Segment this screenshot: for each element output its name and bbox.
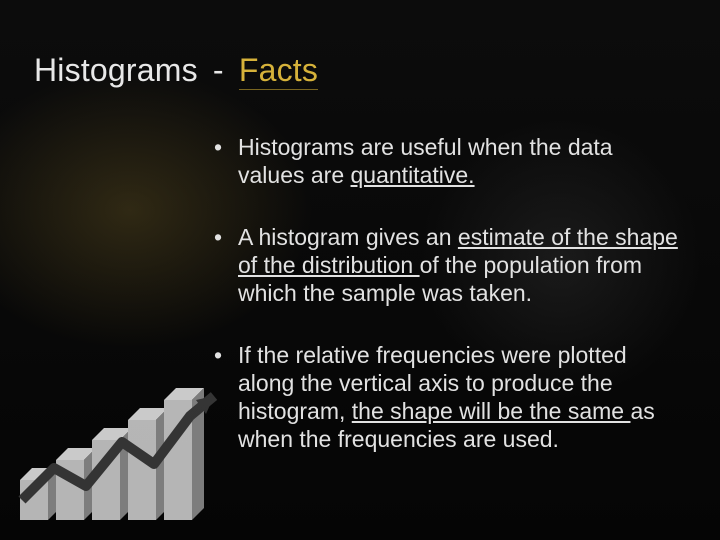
bullet-list: Histograms are useful when the data valu… [214, 133, 680, 453]
bullet-item: A histogram gives an estimate of the sha… [214, 223, 680, 307]
title-histograms: Histograms [34, 52, 198, 88]
bullet-text: A histogram gives an [238, 224, 458, 250]
slide-title: Histograms - Facts [34, 52, 680, 89]
bullet-underline: quantitative. [351, 162, 475, 188]
title-separator: - [213, 52, 224, 88]
slide-content: Histograms - Facts Histograms are useful… [0, 0, 720, 540]
bullet-item: If the relative frequencies were plotted… [214, 341, 680, 453]
bullet-underline: the shape will be the same [352, 398, 631, 424]
bullet-item: Histograms are useful when the data valu… [214, 133, 680, 189]
title-facts: Facts [239, 52, 318, 90]
